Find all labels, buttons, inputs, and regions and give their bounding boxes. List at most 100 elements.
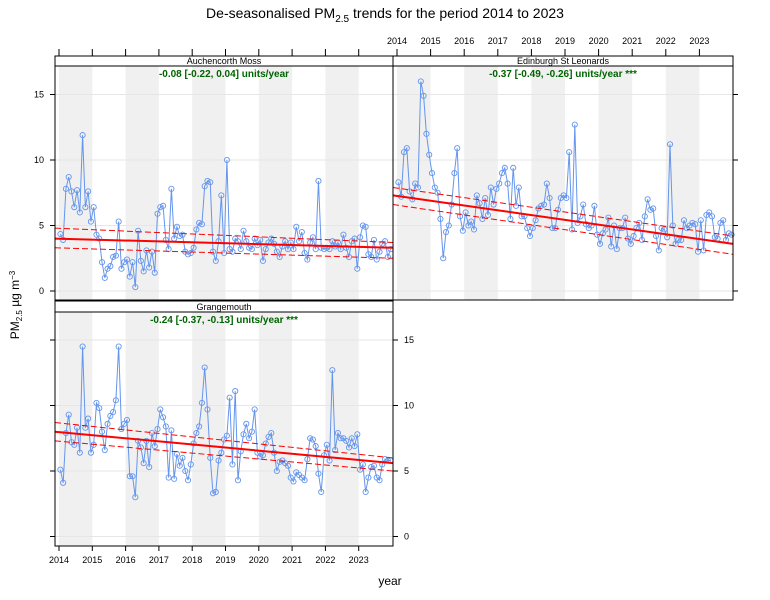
data-point (293, 223, 300, 230)
data-point (176, 462, 183, 469)
data-point (223, 156, 230, 164)
trend-line (54, 430, 394, 465)
data-point (196, 219, 203, 226)
data-point (126, 473, 133, 480)
data-point (546, 194, 553, 202)
data-point (251, 406, 258, 413)
data-point (190, 244, 197, 251)
data-point (591, 202, 598, 209)
data-point (96, 235, 103, 242)
data-point (204, 406, 211, 413)
x-tick-label: 2017 (488, 36, 508, 46)
data-point (468, 218, 475, 225)
data-point (343, 244, 350, 251)
data-point (248, 428, 255, 435)
data-point (605, 214, 612, 221)
x-tick-label: 2017 (149, 555, 169, 565)
data-point (454, 145, 461, 152)
year-band (325, 66, 359, 300)
data-point (504, 180, 511, 187)
data-point (246, 435, 253, 442)
data-point (357, 466, 364, 473)
x-tick-label: 2023 (349, 555, 369, 565)
data-point (137, 444, 144, 451)
data-point (240, 431, 247, 438)
data-point (647, 206, 654, 213)
data-point (96, 405, 103, 412)
data-point (268, 235, 275, 242)
data-point (60, 479, 67, 486)
data-point (110, 408, 117, 416)
data-point (315, 470, 322, 477)
data-point (334, 429, 341, 437)
data-point (157, 204, 164, 211)
data-point (290, 246, 297, 253)
data-point (406, 188, 413, 195)
y-tick-label: 10 (34, 155, 44, 165)
panel-border (392, 55, 734, 301)
data-point (82, 424, 89, 431)
data-point (304, 256, 311, 263)
data-point (630, 232, 637, 240)
panel-title: Auchencorth Moss (187, 56, 262, 66)
data-point (543, 180, 550, 187)
data-point (132, 284, 139, 291)
data-point (135, 227, 142, 234)
panel-grangemouth: -0.24 [-0.37, -0.13] units/year *** Grang… (49, 300, 414, 565)
data-point (348, 435, 355, 442)
data-point (237, 246, 244, 253)
x-axis-label: year (378, 574, 401, 588)
data-point (434, 189, 441, 196)
data-point (680, 217, 688, 224)
data-point (123, 256, 131, 263)
trend-lower-ci (392, 204, 734, 255)
data-point (362, 488, 369, 496)
data-point (160, 202, 167, 209)
data-point (329, 238, 336, 245)
data-point (362, 223, 369, 230)
x-tick-label: 2022 (656, 36, 676, 46)
data-point (57, 466, 64, 473)
data-point (182, 467, 189, 475)
trend-upper-ci (392, 187, 734, 237)
data-point (708, 213, 716, 220)
data-point (115, 343, 122, 350)
data-point (580, 201, 587, 208)
x-tick-label: 2015 (82, 555, 102, 565)
data-point (259, 257, 267, 264)
data-point (403, 145, 410, 152)
data-point (201, 364, 208, 371)
data-point (257, 236, 264, 243)
data-point (276, 458, 283, 465)
trend-lower-ci (54, 247, 394, 259)
data-point (318, 488, 325, 496)
data-point (672, 240, 679, 247)
data-point (479, 215, 486, 222)
data-point (243, 420, 250, 427)
data-point (304, 456, 311, 463)
data-point (613, 246, 620, 253)
data-point (257, 453, 264, 460)
data-point (160, 414, 167, 421)
data-point (368, 253, 375, 260)
data-point (627, 240, 634, 247)
data-point (470, 226, 478, 233)
data-point (307, 435, 314, 442)
data-point (423, 130, 430, 137)
data-point (209, 490, 217, 497)
data-point (65, 411, 72, 418)
x-tick-label: 2016 (454, 36, 474, 46)
data-point (496, 180, 503, 187)
data-point (359, 461, 366, 468)
data-point (428, 170, 436, 177)
data-point (212, 488, 219, 496)
data-point (240, 227, 247, 234)
year-band (59, 312, 93, 546)
data-point (273, 467, 280, 475)
x-tick-label: 2020 (589, 36, 609, 46)
data-point (79, 343, 86, 350)
data-point (354, 431, 361, 438)
data-point (420, 92, 427, 99)
data-point (68, 188, 75, 195)
